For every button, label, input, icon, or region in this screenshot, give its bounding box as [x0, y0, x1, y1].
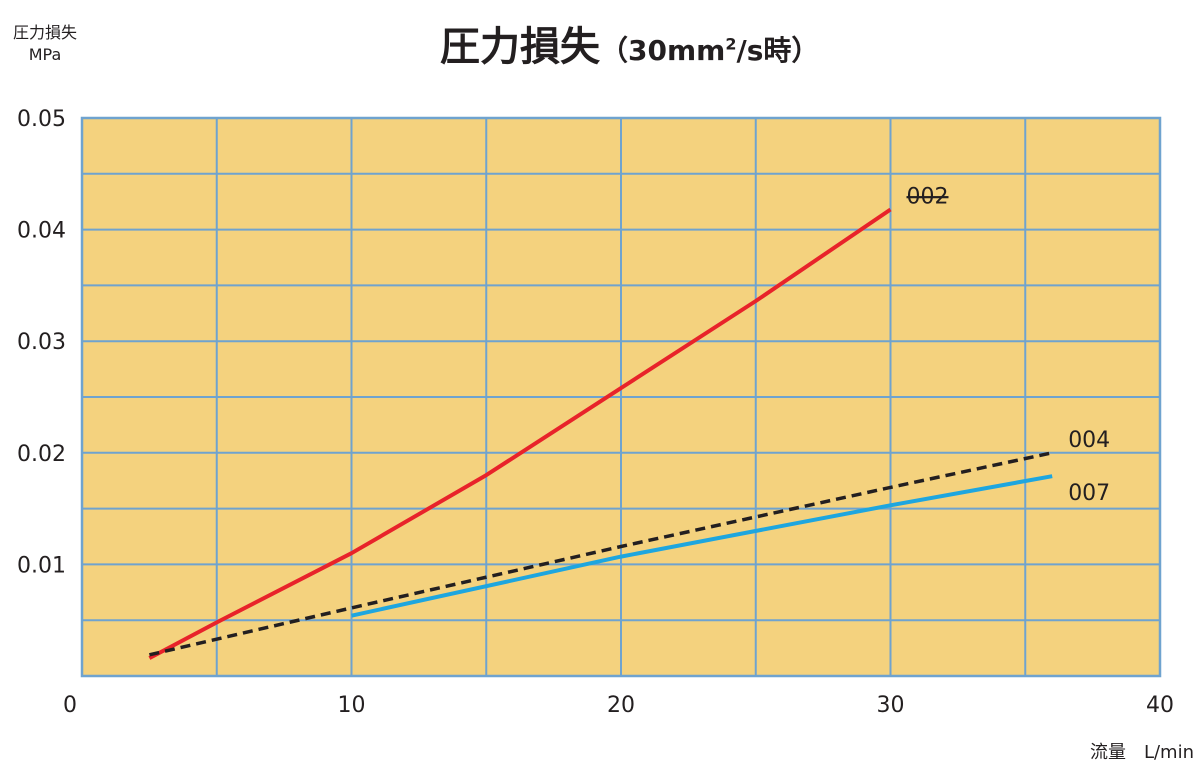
y-tick-label: 0.02	[17, 442, 66, 467]
chart-title-condition: （30mm2/s時）	[600, 34, 819, 67]
title-condition-superscript: 2	[725, 34, 737, 54]
title-condition-prefix: （30mm	[600, 34, 726, 67]
series-label-002: 002	[907, 185, 949, 210]
x-axis-label-unit: L/min	[1143, 742, 1194, 763]
x-tick-label: 40	[1146, 693, 1174, 718]
y-axis-label: 圧力損失 MPa	[10, 22, 80, 66]
y-axis-label-name: 圧力損失	[12, 23, 77, 42]
y-axis-label-unit: MPa	[28, 45, 62, 64]
x-axis-label: 流量 L/min	[1090, 738, 1194, 764]
x-tick-label: 30	[877, 693, 905, 718]
x-tick-label: 0	[63, 693, 77, 718]
series-line-002	[148, 207, 892, 660]
y-tick-label: 0.03	[17, 330, 66, 355]
series-line-007	[351, 474, 1053, 618]
plot-border	[80, 116, 1162, 678]
y-tick-label: 0.05	[17, 107, 66, 132]
x-axis-label-name: 流量	[1089, 742, 1126, 763]
chart-title: 圧力損失（30mm2/s時）	[440, 14, 819, 72]
title-condition-suffix: /s時）	[736, 34, 820, 67]
x-tick-label: 10	[338, 693, 366, 718]
series-label-007: 007	[1068, 481, 1110, 506]
series-line-004	[149, 451, 1053, 657]
x-tick-label: 20	[607, 693, 635, 718]
y-tick-label: 0.01	[17, 553, 66, 578]
chart-title-main: 圧力損失	[440, 24, 600, 70]
series-label-004: 004	[1068, 428, 1110, 453]
y-tick-label: 0.04	[17, 219, 66, 244]
